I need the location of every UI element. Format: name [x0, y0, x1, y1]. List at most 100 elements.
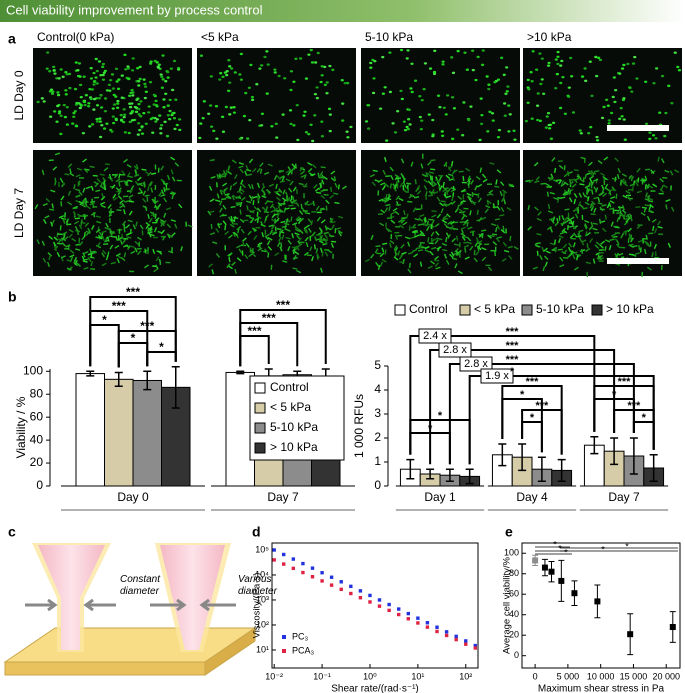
cell — [297, 237, 302, 243]
cell — [55, 120, 59, 123]
cell — [79, 104, 83, 107]
micrograph — [361, 48, 520, 143]
cell — [36, 100, 40, 104]
cell — [410, 90, 414, 94]
cell — [95, 236, 101, 239]
cell — [434, 262, 440, 267]
cell — [644, 248, 647, 255]
cell — [637, 177, 640, 183]
cell — [169, 67, 173, 70]
cell — [569, 216, 575, 221]
cell — [320, 65, 324, 68]
cell — [295, 103, 299, 107]
cell — [135, 164, 139, 170]
cell — [434, 255, 439, 261]
cell — [210, 125, 214, 128]
cell — [381, 185, 386, 191]
cell — [138, 77, 142, 81]
cell — [463, 219, 469, 224]
cell — [568, 178, 575, 182]
significance-label: *** — [262, 311, 276, 325]
cell — [121, 233, 124, 240]
cell — [83, 251, 89, 255]
cell — [400, 219, 406, 224]
cell — [215, 199, 221, 203]
y-tick-label: 80 — [30, 386, 44, 400]
cell — [233, 174, 238, 180]
cell — [659, 188, 665, 194]
cell — [82, 252, 86, 258]
cell — [126, 67, 131, 70]
cell — [232, 231, 236, 237]
cell — [599, 244, 604, 249]
cell — [428, 171, 435, 174]
cell — [105, 122, 109, 125]
cell — [232, 106, 236, 109]
cell — [126, 172, 131, 178]
cell — [634, 252, 640, 256]
cell — [408, 123, 412, 126]
cell — [57, 77, 61, 80]
cell — [309, 246, 313, 252]
cell — [545, 250, 551, 254]
cell — [337, 215, 344, 219]
cell — [462, 194, 465, 200]
cell — [144, 264, 149, 269]
cell — [124, 68, 128, 71]
cell — [93, 181, 99, 185]
cell — [503, 199, 506, 205]
cell — [651, 218, 657, 223]
cell — [581, 248, 584, 255]
cell — [129, 270, 135, 273]
cell — [441, 60, 445, 63]
cell — [569, 234, 575, 239]
cell — [84, 197, 88, 203]
cell — [598, 249, 604, 251]
cell — [131, 91, 135, 94]
cell — [572, 251, 578, 255]
cell — [394, 252, 398, 258]
cell — [440, 208, 444, 214]
cell — [248, 158, 254, 164]
cell — [434, 239, 439, 245]
panel-label: a — [8, 31, 16, 47]
cell — [474, 185, 478, 191]
cell — [491, 233, 498, 236]
point — [339, 580, 343, 584]
cell — [144, 248, 147, 254]
cell — [171, 247, 173, 253]
cell — [416, 190, 422, 195]
cell — [504, 92, 508, 95]
cell — [463, 244, 470, 248]
cell — [546, 111, 551, 115]
cell — [75, 174, 81, 178]
cell — [598, 252, 604, 254]
cell — [232, 223, 238, 225]
cell — [540, 57, 544, 60]
cell — [426, 225, 430, 232]
cell — [656, 220, 661, 226]
point — [387, 608, 391, 613]
cell — [323, 193, 329, 196]
cell — [157, 250, 163, 255]
cell — [250, 195, 254, 202]
cell — [224, 245, 227, 251]
cell — [596, 257, 602, 261]
cell — [414, 234, 420, 238]
cell — [573, 198, 577, 205]
cell — [313, 114, 317, 117]
cell — [304, 202, 310, 206]
cell — [52, 68, 56, 72]
cell — [123, 195, 129, 198]
cell — [172, 117, 177, 120]
cell — [568, 197, 573, 203]
cell — [266, 189, 271, 195]
cell — [478, 216, 483, 222]
cell — [386, 198, 392, 201]
cell — [229, 106, 233, 109]
cell — [501, 257, 507, 262]
cell — [80, 219, 83, 225]
cell — [420, 98, 424, 102]
cell — [304, 251, 309, 256]
legend-swatch — [254, 402, 266, 414]
